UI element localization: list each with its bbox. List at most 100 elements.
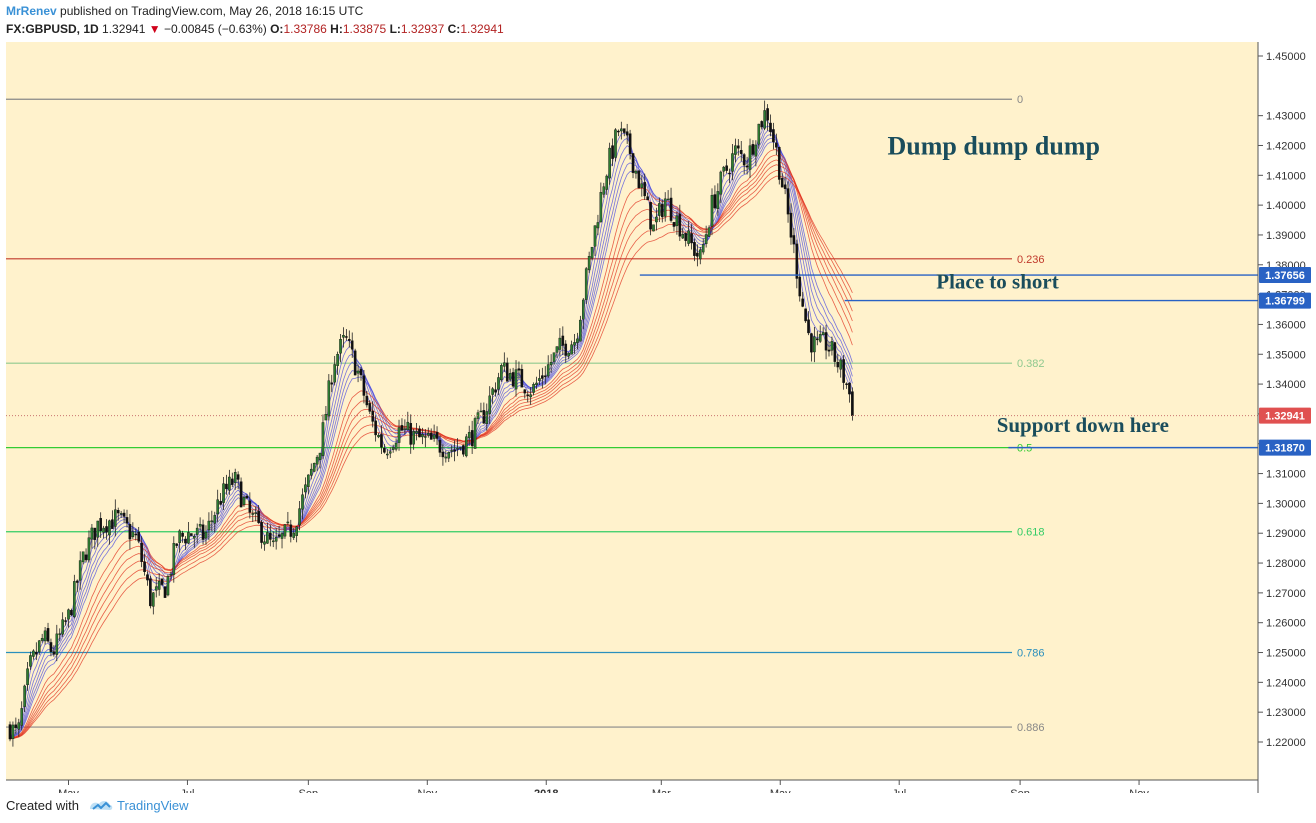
tradingview-logo-icon[interactable]: [88, 797, 114, 813]
candle-body[interactable]: [263, 541, 266, 545]
candle-body[interactable]: [599, 192, 603, 223]
candle-body[interactable]: [719, 171, 723, 195]
candle-body[interactable]: [105, 526, 108, 533]
candle-body[interactable]: [786, 188, 790, 215]
symbol-label[interactable]: FX:GBPUSD, 1D: [6, 22, 99, 36]
candle-body[interactable]: [690, 233, 693, 244]
candle-body[interactable]: [652, 224, 655, 232]
candle-body[interactable]: [222, 483, 225, 503]
candle-body[interactable]: [804, 308, 807, 322]
candle-body[interactable]: [839, 359, 842, 370]
candle-body[interactable]: [201, 524, 205, 540]
candle-body[interactable]: [538, 378, 541, 381]
candle-body[interactable]: [684, 233, 687, 241]
candle-body[interactable]: [304, 484, 307, 493]
candle-body[interactable]: [84, 554, 88, 561]
candle-body[interactable]: [663, 198, 667, 217]
candle-body[interactable]: [529, 394, 532, 398]
candle-body[interactable]: [365, 395, 369, 406]
candle-body[interactable]: [29, 655, 32, 667]
candle-body[interactable]: [593, 225, 597, 247]
candle-body[interactable]: [175, 543, 179, 546]
candle-body[interactable]: [213, 515, 217, 524]
chart-annotation-text[interactable]: Support down here: [997, 413, 1169, 437]
candle-body[interactable]: [742, 154, 746, 166]
candle-body[interactable]: [541, 375, 544, 379]
candle-body[interactable]: [833, 342, 837, 362]
candle-body[interactable]: [14, 724, 18, 728]
candle-body[interactable]: [178, 530, 181, 543]
tradingview-link[interactable]: TradingView: [117, 798, 189, 813]
candle-body[interactable]: [584, 268, 588, 300]
candle-body[interactable]: [699, 249, 702, 260]
candle-body[interactable]: [388, 451, 392, 454]
candle-body[interactable]: [649, 202, 652, 230]
candle-body[interactable]: [429, 432, 433, 440]
candle-body[interactable]: [523, 389, 527, 394]
candle-body[interactable]: [810, 333, 813, 353]
candle-body[interactable]: [643, 182, 647, 197]
candle-body[interactable]: [546, 364, 550, 377]
candle-body[interactable]: [134, 533, 138, 536]
candle-body[interactable]: [567, 352, 570, 357]
candle-body[interactable]: [289, 524, 293, 537]
candle-body[interactable]: [345, 336, 348, 338]
candle-body[interactable]: [43, 630, 47, 642]
candle-body[interactable]: [251, 513, 255, 515]
candle-body[interactable]: [576, 338, 579, 343]
candle-body[interactable]: [169, 573, 173, 576]
candle-body[interactable]: [166, 576, 170, 596]
candle-body[interactable]: [137, 531, 141, 542]
candle-body[interactable]: [614, 129, 617, 158]
candle-body[interactable]: [517, 368, 521, 371]
candle-body[interactable]: [207, 520, 211, 531]
candle-body[interactable]: [149, 578, 152, 607]
candle-body[interactable]: [90, 527, 94, 540]
candle-body[interactable]: [280, 533, 284, 539]
candle-body[interactable]: [342, 334, 345, 338]
candle-body[interactable]: [573, 342, 576, 346]
candle-body[interactable]: [23, 685, 26, 707]
candle-body[interactable]: [459, 447, 462, 449]
candle-body[interactable]: [32, 650, 35, 657]
candle-body[interactable]: [780, 177, 784, 188]
candle-body[interactable]: [731, 153, 734, 172]
candle-body[interactable]: [462, 445, 465, 455]
candle-body[interactable]: [283, 524, 287, 537]
candle-body[interactable]: [816, 338, 819, 341]
candle-body[interactable]: [113, 509, 117, 527]
candle-body[interactable]: [488, 395, 492, 414]
candle-body[interactable]: [444, 456, 448, 459]
candle-body[interactable]: [713, 194, 717, 209]
candle-body[interactable]: [503, 362, 506, 367]
candle-body[interactable]: [818, 334, 822, 342]
candle-body[interactable]: [473, 418, 477, 449]
candle-body[interactable]: [181, 532, 184, 537]
candle-body[interactable]: [163, 586, 167, 598]
candle-body[interactable]: [842, 359, 845, 383]
candle-body[interactable]: [321, 422, 325, 456]
candle-body[interactable]: [725, 165, 728, 171]
candle-body[interactable]: [470, 430, 474, 447]
candle-body[interactable]: [608, 147, 611, 179]
candle-body[interactable]: [122, 512, 126, 517]
candle-body[interactable]: [447, 452, 451, 459]
candle-body[interactable]: [777, 146, 781, 180]
candle-body[interactable]: [198, 524, 202, 527]
candle-body[interactable]: [751, 144, 755, 155]
candle-body[interactable]: [119, 513, 123, 515]
candle-body[interactable]: [111, 519, 114, 529]
candle-body[interactable]: [807, 319, 810, 334]
candle-body[interactable]: [734, 145, 737, 155]
candle-body[interactable]: [851, 391, 854, 416]
candle-body[interactable]: [353, 350, 357, 376]
candle-body[interactable]: [412, 431, 415, 445]
candle-body[interactable]: [634, 170, 638, 174]
candle-body[interactable]: [116, 510, 120, 514]
candle-body[interactable]: [46, 628, 50, 642]
candle-body[interactable]: [792, 235, 796, 245]
candle-body[interactable]: [49, 642, 53, 652]
candle-body[interactable]: [467, 432, 471, 439]
candle-body[interactable]: [20, 708, 24, 726]
candle-body[interactable]: [93, 527, 97, 540]
